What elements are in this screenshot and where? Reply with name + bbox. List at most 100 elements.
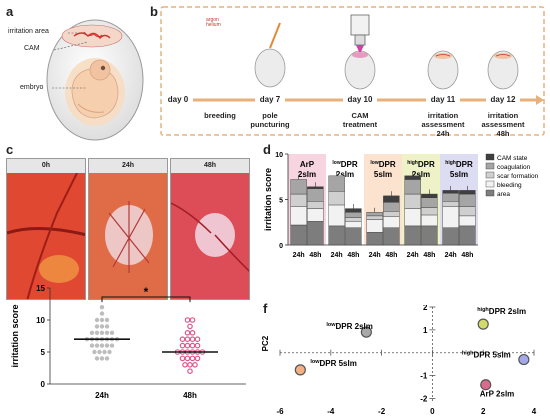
bar-segment-scar-formation <box>404 193 421 209</box>
step-pole-puncturing: pole puncturing <box>250 111 290 129</box>
significance-star: * <box>144 285 149 299</box>
data-point <box>179 355 186 362</box>
legend-label: bleeding <box>497 182 522 189</box>
data-point <box>109 330 115 335</box>
data-point <box>94 356 100 361</box>
data-point <box>89 343 95 348</box>
bar-segment-CAM-state <box>421 193 438 198</box>
day-7: day 7 <box>255 95 285 104</box>
x-tick-label: 24h <box>369 252 381 259</box>
panel-label-f: f <box>263 301 268 316</box>
bar-segment-scar-formation <box>345 217 362 222</box>
bar-segment-bleeding <box>328 204 345 227</box>
pca-point-label: highDPR 5slm <box>462 351 511 360</box>
bar-segment-scar-formation <box>442 201 459 207</box>
bar-segment-area <box>307 221 324 246</box>
data-point <box>99 343 105 348</box>
bar-segment-CAM-state <box>442 190 459 194</box>
data-point <box>94 317 100 323</box>
significance-bracket <box>101 296 191 303</box>
data-point <box>187 323 193 330</box>
data-point <box>107 349 112 355</box>
bar-segment-coagulation <box>290 179 307 195</box>
egg-embryo-illustration <box>46 19 144 141</box>
legend-label: area <box>497 191 510 198</box>
data-point <box>104 324 110 329</box>
bar-segment-coagulation <box>383 202 400 212</box>
bar-segment-area <box>366 232 383 246</box>
day-0: day 0 <box>163 95 193 104</box>
day-12: day 12 <box>486 95 520 104</box>
y-axis-title: irritation score <box>263 168 273 231</box>
bar-segment-scar-formation <box>421 207 438 216</box>
data-point <box>194 355 201 362</box>
legend-swatch <box>485 153 495 161</box>
data-point <box>184 355 191 362</box>
bar-segment-coagulation <box>345 212 362 218</box>
bar-segment-coagulation <box>459 193 476 207</box>
x-tick-label: -6 <box>276 407 284 416</box>
data-point <box>189 355 196 362</box>
data-point <box>102 349 107 355</box>
bar-segment-scar-formation <box>328 191 345 206</box>
group-sublabel-3: 2slm <box>412 170 430 179</box>
data-point <box>99 330 105 335</box>
data-point <box>97 349 102 355</box>
egg-day11 <box>427 50 459 90</box>
panel-label-a: a <box>6 4 14 19</box>
group-label-1: lowDPR <box>332 160 357 169</box>
legend-swatch <box>485 180 495 188</box>
photo-caption-48h: 48h <box>171 159 249 173</box>
data-point <box>99 324 105 329</box>
bar-segment-area <box>383 227 400 246</box>
step-assessment-48h: irritation assessment 48h <box>481 111 525 138</box>
pca-point-label: highDPR 2slm <box>477 307 526 316</box>
legend-label: coagulation <box>497 164 531 171</box>
data-point <box>104 317 110 323</box>
y-tick-label: -2 <box>420 394 428 403</box>
data-point <box>89 330 95 335</box>
bar-segment-bleeding <box>383 216 400 228</box>
x-tick-label: 48h <box>183 391 197 400</box>
data-point <box>94 343 100 348</box>
pca-point-label: lowDPR 2slm <box>326 322 373 331</box>
bar-segment-area <box>345 227 362 246</box>
data-point <box>94 324 100 329</box>
data-point <box>187 368 193 375</box>
data-point <box>182 362 188 368</box>
bar-segment-coagulation <box>307 188 324 202</box>
bar-segment-scar-formation <box>307 201 324 209</box>
data-point <box>99 356 105 361</box>
legend-label: scar formation <box>497 173 539 180</box>
label-cam: CAM <box>24 45 40 52</box>
legend-swatch <box>485 171 495 179</box>
bar-segment-CAM-state <box>459 190 476 195</box>
data-point <box>109 343 115 348</box>
cam-photo-48h: 48h <box>170 158 250 300</box>
data-point <box>104 330 110 335</box>
y-tick-label: 0 <box>41 380 46 389</box>
panel-label-b: b <box>150 4 158 19</box>
bar-segment-area <box>442 227 459 246</box>
data-point <box>179 336 186 343</box>
x-tick-label: 48h <box>347 252 359 259</box>
x-tick-label: 24h <box>331 252 343 259</box>
group-label-4: highDPR <box>445 160 473 169</box>
bar-segment-bleeding <box>421 214 438 227</box>
bar-segment-CAM-state <box>404 175 421 180</box>
x-tick-label: 24h <box>293 252 305 259</box>
x-tick-label: 48h <box>385 252 397 259</box>
cam-photo-0h: 0h <box>6 158 86 300</box>
timeline-diagram <box>160 6 545 136</box>
day-11: day 11 <box>426 95 460 104</box>
group-sublabel-2: 5slm <box>374 170 392 179</box>
group-sublabel-0: 2slm <box>298 170 316 179</box>
bar-segment-coagulation <box>328 175 345 192</box>
label-embryo: embryo <box>20 84 44 91</box>
bar-segment-bleeding <box>459 215 476 227</box>
data-point <box>192 362 198 368</box>
x-tick-label: 48h <box>309 252 321 259</box>
bar-segment-bleeding <box>290 206 307 226</box>
data-point <box>194 336 201 343</box>
data-point <box>92 349 97 355</box>
